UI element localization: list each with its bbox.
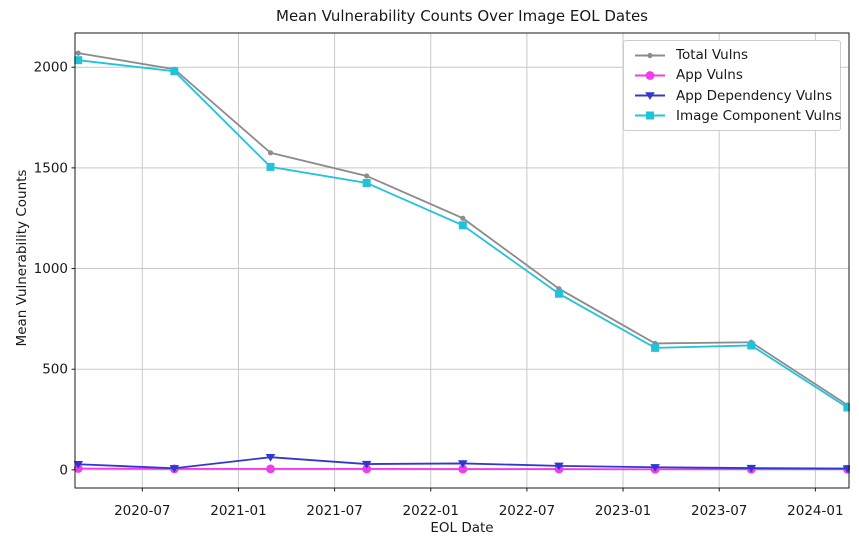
legend-item-label: App Vulns xyxy=(676,67,743,84)
y-axis-label: Mean Vulnerability Counts xyxy=(14,170,30,347)
x-tick-label: 2023-07 xyxy=(691,503,747,519)
square-marker-icon xyxy=(170,67,179,76)
triangle-down-marker-icon xyxy=(361,460,372,469)
x-axis-label: EOL Date xyxy=(430,520,493,536)
legend-item-image-component-vulns: Image Component Vulns xyxy=(632,106,841,126)
dot-marker-icon xyxy=(364,173,370,179)
y-tick-label: 2000 xyxy=(34,60,68,76)
dot-marker-icon xyxy=(647,52,653,58)
x-axis-ticks: 2020-07 2021-01 2021-07 2022-01 2022-07 2023-… xyxy=(114,488,844,519)
y-tick-label: 0 xyxy=(59,462,68,478)
series-lines xyxy=(74,50,850,474)
legend-marker-square-icon xyxy=(635,111,665,120)
circle-marker-icon xyxy=(458,464,468,474)
series-app-dependency-vulns xyxy=(74,453,850,473)
plot-border xyxy=(74,32,850,489)
triangle-down-marker-icon xyxy=(554,462,564,471)
x-tick-label: 2023-01 xyxy=(595,503,651,519)
y-tick-label: 1500 xyxy=(34,160,68,176)
legend-item-app-dependency-vulns: App Dependency Vulns xyxy=(632,86,832,106)
triangle-down-marker-icon xyxy=(458,460,468,468)
square-marker-icon xyxy=(646,111,654,120)
triangle-down-marker-icon xyxy=(74,461,84,469)
circle-marker-icon xyxy=(645,70,655,80)
legend-item-label: App Dependency Vulns xyxy=(676,87,833,104)
chart-title: Mean Vulnerability Counts Over Image EOL… xyxy=(276,7,648,25)
x-tick-label: 2022-01 xyxy=(403,503,459,519)
legend-item-app-vulns: App Vulns xyxy=(632,65,832,85)
square-marker-icon xyxy=(74,56,83,65)
x-tick-label: 2021-01 xyxy=(210,503,266,519)
triangle-down-marker-icon xyxy=(746,464,757,473)
y-axis-ticks: 0 500 1000 1500 2000 xyxy=(34,60,75,478)
y-tick-label: 1000 xyxy=(34,261,68,277)
x-tick-label: 2022-07 xyxy=(499,503,555,519)
legend-marker-triangle-down-icon xyxy=(635,92,665,101)
legend-marker-dot-icon xyxy=(635,52,665,58)
series-image-component-vulns xyxy=(74,56,850,412)
dot-marker-icon xyxy=(460,215,466,221)
square-marker-icon xyxy=(266,162,275,171)
y-tick-label: 500 xyxy=(42,362,68,378)
x-tick-label: 2021-07 xyxy=(306,503,362,519)
dot-marker-icon xyxy=(75,50,81,56)
triangle-down-marker-icon xyxy=(645,92,655,101)
triangle-down-marker-icon xyxy=(169,465,180,473)
square-marker-icon xyxy=(747,341,756,350)
dot-marker-icon xyxy=(267,150,274,156)
legend-item-label: Total Vulns xyxy=(676,47,749,64)
x-tick-label: 2020-07 xyxy=(114,503,170,519)
legend: Total Vulns App Vulns App Dependency Vulns… xyxy=(623,40,841,131)
triangle-down-marker-icon xyxy=(842,465,850,473)
triangle-down-marker-icon xyxy=(650,464,660,472)
square-marker-icon xyxy=(458,221,467,230)
triangle-down-marker-icon xyxy=(265,453,276,462)
square-marker-icon xyxy=(362,178,371,187)
legend-item-total-vulns: Total Vulns xyxy=(632,45,832,65)
x-tick-label: 2024-01 xyxy=(787,503,843,519)
circle-marker-icon xyxy=(266,464,275,474)
legend-marker-circle-icon xyxy=(635,70,665,80)
circle-marker-icon xyxy=(362,464,372,474)
square-marker-icon xyxy=(843,403,850,412)
square-marker-icon xyxy=(651,343,660,352)
square-marker-icon xyxy=(554,289,563,298)
legend-item-label: Image Component Vulns xyxy=(676,107,842,124)
